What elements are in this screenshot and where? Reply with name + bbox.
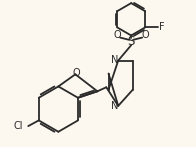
Text: S: S xyxy=(127,35,135,48)
Text: O: O xyxy=(113,30,121,40)
Text: O: O xyxy=(142,30,149,40)
Text: Cl: Cl xyxy=(13,121,23,131)
Text: F: F xyxy=(159,22,164,32)
Text: O: O xyxy=(73,68,80,78)
Text: N: N xyxy=(111,55,118,65)
Text: N: N xyxy=(111,101,118,111)
